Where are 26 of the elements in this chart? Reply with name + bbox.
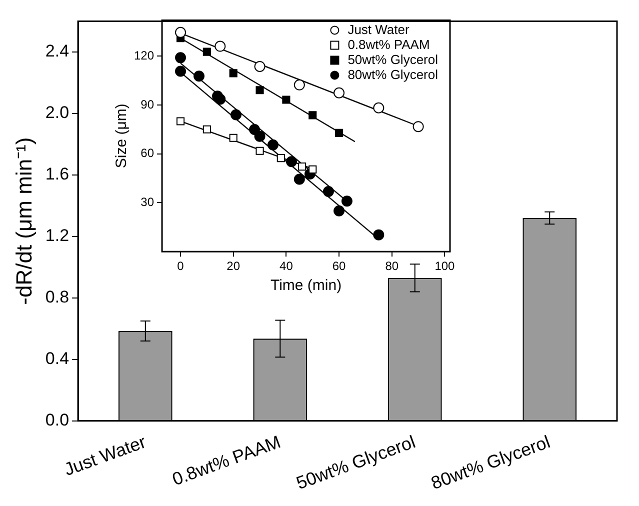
x-tick-label: Just Water: [61, 432, 148, 480]
y-axis-title: Size (μm): [113, 104, 130, 168]
x-tick-label: 0.8wt% PAAM: [170, 432, 284, 490]
y-tick-label: 90: [140, 97, 154, 112]
x-tick-label: 80: [385, 259, 399, 274]
y-tick-label: 0.4: [45, 349, 70, 368]
legend-label: Just Water: [348, 22, 410, 37]
legend-label: 0.8wt% PAAM: [348, 36, 430, 52]
legend-label: 80wt% Glycerol: [348, 66, 438, 82]
x-tick-label: 20: [226, 259, 240, 274]
x-axis-title: Time (min): [270, 277, 342, 294]
y-axis-title: -dR/dt (μm min⁻¹): [11, 137, 36, 305]
x-tick-label: 100: [434, 259, 456, 274]
y-tick-label: 0.8: [45, 288, 70, 307]
y-tick-label: 60: [140, 146, 154, 160]
y-tick-label: 1.2: [45, 226, 70, 246]
legend-label: 50wt% Glycerol: [348, 52, 438, 67]
y-tick-label: 0.0: [45, 410, 70, 430]
x-tick-label: 60: [332, 259, 346, 274]
y-tick-label: 1.6: [45, 164, 70, 184]
y-tick-label: 30: [140, 195, 154, 210]
y-tick-label: 120: [134, 48, 154, 62]
x-tick-label: 0: [177, 259, 184, 274]
y-tick-label: 2.0: [45, 103, 70, 122]
x-tick-label: 40: [280, 259, 294, 274]
y-tick-label: 2.4: [45, 42, 70, 61]
